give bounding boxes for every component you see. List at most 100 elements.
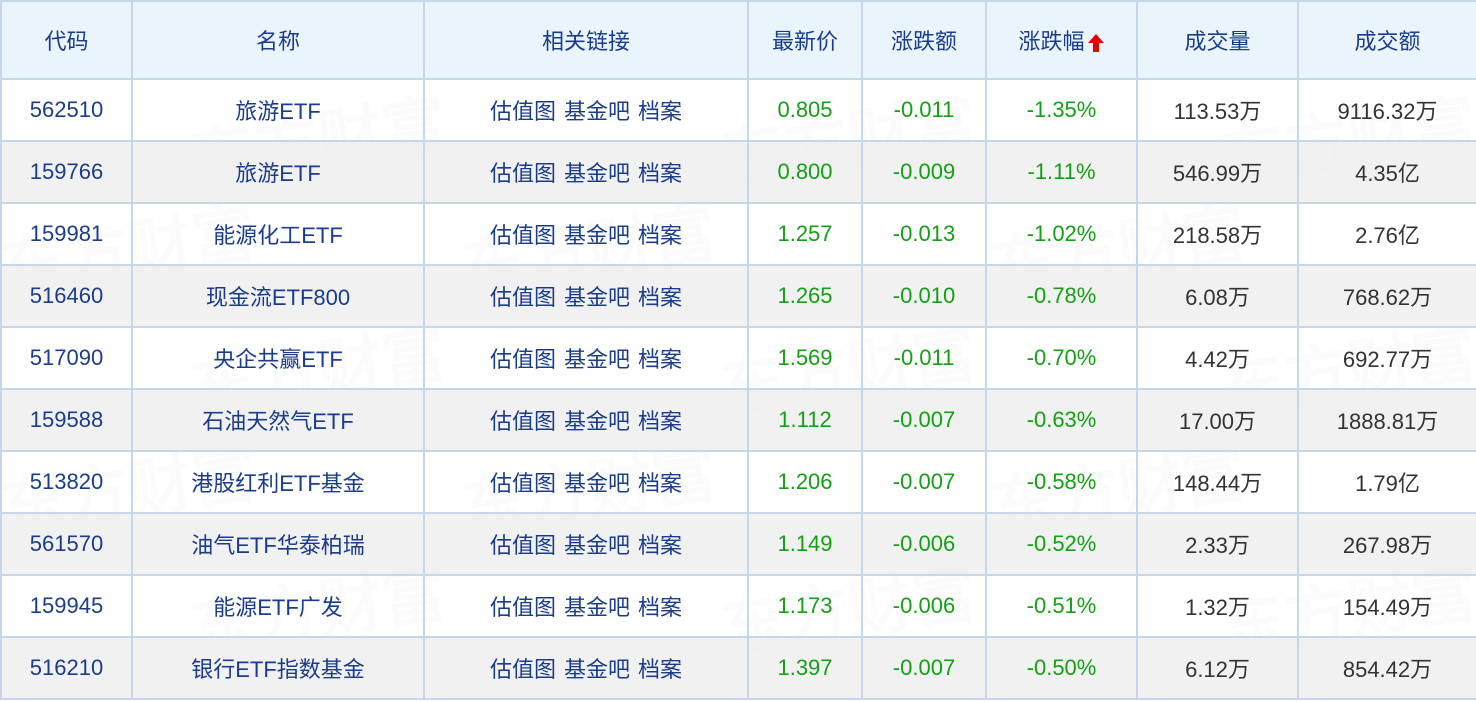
fund-forum-link[interactable]: 基金吧 [563,347,630,372]
trade-amount: 2.76亿 [1297,202,1476,266]
price-change: -0.007 [861,388,987,452]
related-links: 估值图 基金吧 档案 [423,574,749,638]
fund-name-link[interactable]: 旅游ETF [131,140,425,204]
valuation-chart-link[interactable]: 估值图 [489,285,556,310]
fund-profile-link[interactable]: 档案 [638,285,683,310]
fund-name-link[interactable]: 旅游ETF [131,78,425,142]
fund-profile-link[interactable]: 档案 [638,409,683,434]
arrow-up-icon [1087,34,1104,53]
header-amount[interactable]: 成交额 [1297,0,1476,80]
fund-profile-link[interactable]: 档案 [638,657,683,682]
header-name[interactable]: 名称 [131,0,425,80]
fund-forum-link[interactable]: 基金吧 [563,595,630,620]
valuation-chart-link[interactable]: 估值图 [489,409,556,434]
trade-volume: 6.12万 [1136,636,1299,700]
fund-profile-link[interactable]: 档案 [638,595,683,620]
header-code[interactable]: 代码 [0,0,133,80]
related-links: 估值图 基金吧 档案 [423,388,749,452]
fund-code-link[interactable]: 159588 [0,388,133,452]
fund-profile-link[interactable]: 档案 [638,533,683,558]
valuation-chart-link[interactable]: 估值图 [489,471,556,496]
fund-forum-link[interactable]: 基金吧 [563,99,630,124]
fund-profile-link[interactable]: 档案 [638,471,683,496]
fund-name-link[interactable]: 央企共赢ETF [131,326,425,390]
fund-forum-link[interactable]: 基金吧 [563,161,630,186]
fund-code-link[interactable]: 516210 [0,636,133,700]
table-row: 516460 现金流ETF800 估值图 基金吧 档案 1.265 -0.010 -0.78%… [0,264,1476,328]
fund-forum-link[interactable]: 基金吧 [563,223,630,248]
price-change-pct: -0.50% [985,636,1138,700]
fund-name-link[interactable]: 石油天然气ETF [131,388,425,452]
trade-volume: 218.58万 [1136,202,1299,266]
related-links: 估值图 基金吧 档案 [423,450,749,514]
table-row: 159766 旅游ETF 估值图 基金吧 档案 0.800 -0.009 -1.11% 546.… [0,140,1476,204]
trade-volume: 546.99万 [1136,140,1299,204]
price-change-pct: -0.78% [985,264,1138,328]
table-row: 561570 油气ETF华泰柏瑞 估值图 基金吧 档案 1.149 -0.006 -0.52%… [0,512,1476,576]
trade-amount: 1.79亿 [1297,450,1476,514]
latest-price: 1.206 [747,450,863,514]
fund-name-link[interactable]: 银行ETF指数基金 [131,636,425,700]
latest-price: 1.173 [747,574,863,638]
fund-code-link[interactable]: 517090 [0,326,133,390]
valuation-chart-link[interactable]: 估值图 [489,595,556,620]
fund-forum-link[interactable]: 基金吧 [563,285,630,310]
table-row: 562510 旅游ETF 估值图 基金吧 档案 0.805 -0.011 -1.35% 113.… [0,78,1476,142]
price-change: -0.006 [861,512,987,576]
latest-price: 1.257 [747,202,863,266]
valuation-chart-link[interactable]: 估值图 [489,99,556,124]
valuation-chart-link[interactable]: 估值图 [489,223,556,248]
fund-forum-link[interactable]: 基金吧 [563,409,630,434]
valuation-chart-link[interactable]: 估值图 [489,657,556,682]
header-price[interactable]: 最新价 [747,0,863,80]
trade-volume: 113.53万 [1136,78,1299,142]
header-change[interactable]: 涨跌额 [861,0,987,80]
table-row: 513820 港股红利ETF基金 估值图 基金吧 档案 1.206 -0.007 -0.58%… [0,450,1476,514]
fund-profile-link[interactable]: 档案 [638,223,683,248]
fund-profile-link[interactable]: 档案 [638,347,683,372]
price-change-pct: -0.63% [985,388,1138,452]
fund-code-link[interactable]: 561570 [0,512,133,576]
fund-code-link[interactable]: 562510 [0,78,133,142]
header-volume[interactable]: 成交量 [1136,0,1299,80]
fund-name-link[interactable]: 油气ETF华泰柏瑞 [131,512,425,576]
fund-code-link[interactable]: 159981 [0,202,133,266]
fund-profile-link[interactable]: 档案 [638,99,683,124]
fund-code-link[interactable]: 159945 [0,574,133,638]
fund-name-link[interactable]: 港股红利ETF基金 [131,450,425,514]
trade-volume: 148.44万 [1136,450,1299,514]
price-change-pct: -0.70% [985,326,1138,390]
trade-amount: 692.77万 [1297,326,1476,390]
header-links: 相关链接 [423,0,749,80]
fund-code-link[interactable]: 159766 [0,140,133,204]
fund-name-link[interactable]: 现金流ETF800 [131,264,425,328]
related-links: 估值图 基金吧 档案 [423,264,749,328]
header-change-pct-label: 涨跌幅 [1018,29,1085,54]
table-row: 517090 央企共赢ETF 估值图 基金吧 档案 1.569 -0.011 -0.70% 4.… [0,326,1476,390]
price-change-pct: -1.11% [985,140,1138,204]
fund-name-link[interactable]: 能源化工ETF [131,202,425,266]
valuation-chart-link[interactable]: 估值图 [489,347,556,372]
trade-amount: 267.98万 [1297,512,1476,576]
fund-code-link[interactable]: 516460 [0,264,133,328]
table-row: 516210 银行ETF指数基金 估值图 基金吧 档案 1.397 -0.007 -0.50%… [0,636,1476,700]
valuation-chart-link[interactable]: 估值图 [489,161,556,186]
price-change: -0.006 [861,574,987,638]
fund-forum-link[interactable]: 基金吧 [563,533,630,558]
trade-volume: 17.00万 [1136,388,1299,452]
related-links: 估值图 基金吧 档案 [423,78,749,142]
latest-price: 1.149 [747,512,863,576]
fund-name-link[interactable]: 能源ETF广发 [131,574,425,638]
fund-profile-link[interactable]: 档案 [638,161,683,186]
fund-forum-link[interactable]: 基金吧 [563,471,630,496]
fund-forum-link[interactable]: 基金吧 [563,657,630,682]
header-change-pct[interactable]: 涨跌幅 [985,0,1138,80]
valuation-chart-link[interactable]: 估值图 [489,533,556,558]
fund-code-link[interactable]: 513820 [0,450,133,514]
price-change: -0.011 [861,78,987,142]
price-change: -0.013 [861,202,987,266]
price-change: -0.007 [861,450,987,514]
latest-price: 1.112 [747,388,863,452]
